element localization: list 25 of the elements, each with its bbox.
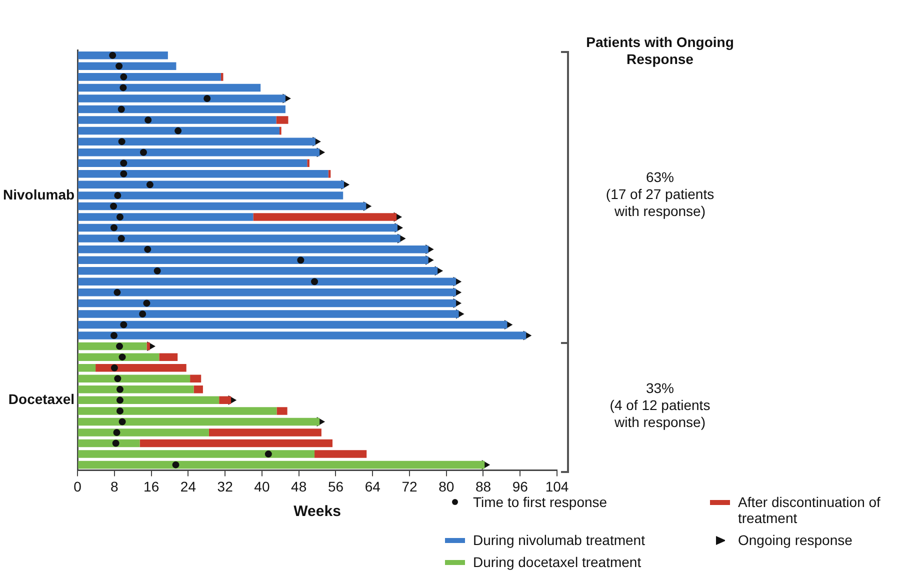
- x-tick-label: 40: [254, 478, 270, 494]
- x-axis-title: Weeks: [294, 503, 341, 520]
- legend-label: Ongoing response: [738, 532, 852, 548]
- x-tick-label: 0: [74, 478, 82, 494]
- x-tick-label: 56: [328, 478, 344, 494]
- text: 33% (4 of 12 patients with response): [608, 380, 712, 431]
- x-tick-label: 32: [217, 478, 234, 494]
- x-tick-label: 24: [180, 478, 196, 494]
- legend-label: After discontinuation of treatment: [738, 494, 882, 526]
- x-tick-label: 48: [291, 478, 307, 494]
- x-tick-label: 88: [475, 478, 492, 494]
- legend-label: During nivolumab treatment: [473, 532, 645, 548]
- y-tick-label: Docetaxel: [8, 391, 75, 408]
- text: Patients with Ongoing Response: [585, 34, 735, 68]
- y-tick-label: Nivolumab: [2, 186, 75, 202]
- x-tick-label: 104: [545, 478, 569, 494]
- legend-label: Time to first response: [473, 494, 608, 510]
- x-tick-label: 8: [110, 478, 119, 494]
- text: 63% (17 of 27 patients with response): [604, 169, 716, 220]
- x-tick-label: 16: [144, 478, 160, 494]
- legend-label: During docetaxel treatment: [473, 554, 642, 570]
- x-tick-label: 72: [402, 478, 418, 494]
- x-tick-label: 64: [364, 478, 381, 494]
- x-tick-label: 96: [512, 478, 528, 494]
- x-tick-label: 80: [438, 478, 454, 494]
